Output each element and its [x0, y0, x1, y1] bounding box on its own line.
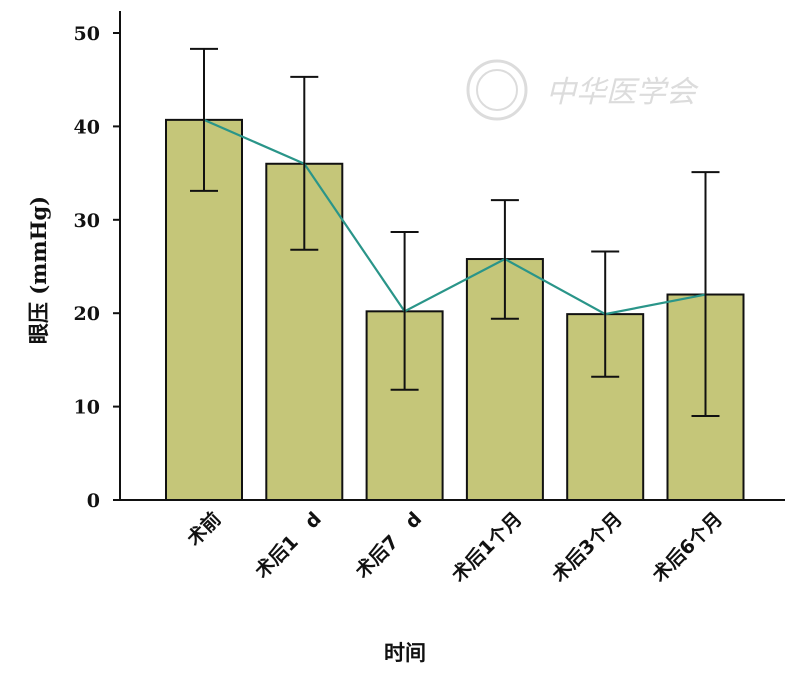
x-tick-labels: 术前 术后1 d 术后7 d 术后1个月 术后3个月 术后6个月 [182, 507, 727, 586]
x-tick-label: 术后7 d [351, 508, 426, 583]
y-tick-label: 0 [87, 490, 100, 512]
watermark-text: 中华医学会 [546, 75, 699, 110]
y-tick-label: 20 [74, 303, 100, 325]
trend-line [203, 118, 706, 316]
y-tick-label: 30 [74, 210, 100, 232]
trend-line-group [203, 118, 706, 316]
bars [165, 118, 745, 502]
x-tick-label: 术后6个月 [648, 508, 727, 587]
watermark-seal-icon [466, 59, 528, 121]
y-tick-label: 40 [74, 116, 100, 138]
watermark: 中华医学会 [466, 59, 699, 121]
x-tick-label: 术后1 d [251, 508, 326, 583]
y-tick-label: 10 [74, 397, 100, 419]
y-axis-title: 眼压 (mmHg) [26, 196, 51, 344]
y-tick-label: 50 [74, 23, 100, 45]
x-tick-label: 术后3个月 [548, 508, 627, 587]
x-axis-title: 时间 [384, 640, 426, 665]
watermark-seal-inner [476, 69, 518, 111]
x-tick-label: 术前 [182, 507, 225, 550]
error-bars [190, 47, 720, 417]
x-tick-label: 术后1个月 [448, 508, 527, 587]
